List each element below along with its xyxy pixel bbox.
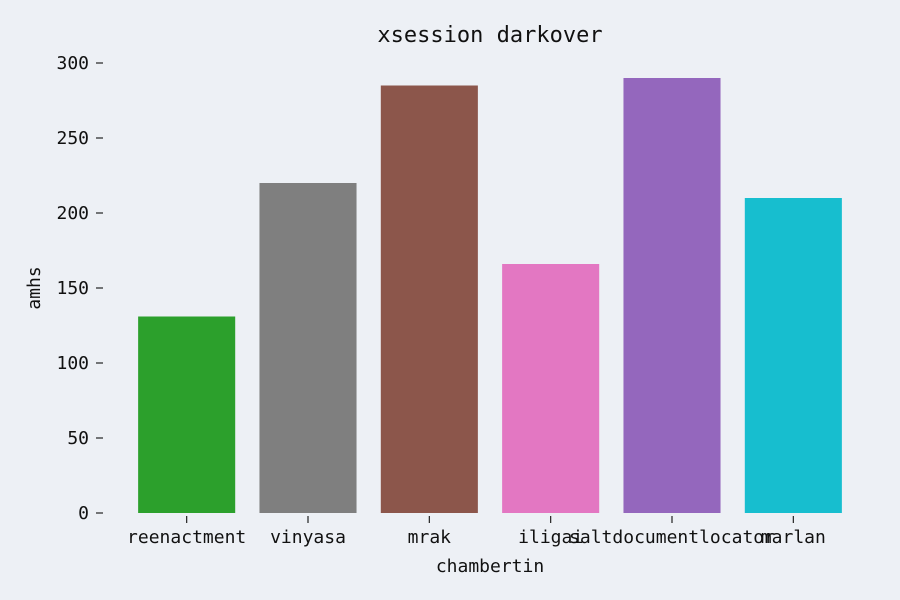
bar-mrak <box>380 85 478 513</box>
y-tick-label: 200 <box>56 203 89 224</box>
y-axis-label: amhs <box>24 266 45 309</box>
bar-vinyasa <box>259 183 357 513</box>
bars <box>138 78 842 513</box>
bar-reenactment <box>138 316 236 513</box>
x-tick-label: saltdocumentlocator <box>569 527 775 548</box>
x-tick-label: iligai <box>518 527 583 548</box>
x-tick-label: mrak <box>408 527 452 548</box>
y-tick-label: 0 <box>78 503 89 524</box>
y-tick-label: 250 <box>56 128 89 149</box>
y-tick-label: 50 <box>67 428 89 449</box>
bar-saltdocumentlocator <box>623 78 721 513</box>
x-tick-label: marlan <box>761 527 826 548</box>
y-tick-label: 300 <box>56 53 89 74</box>
y-axis: 0 50 100 150 200 250 300 <box>56 53 103 524</box>
x-axis: reenactment vinyasa mrak iligaisaltdocument… <box>127 516 826 548</box>
y-tick-label: 150 <box>56 278 89 299</box>
bar-marlan <box>744 198 842 513</box>
chart-title: xsession darkover <box>377 23 602 48</box>
y-tick-label: 100 <box>56 353 89 374</box>
bar-iligai <box>502 264 600 513</box>
x-tick-label: vinyasa <box>270 527 346 548</box>
x-axis-label: chambertin <box>436 556 544 577</box>
x-tick-label: reenactment <box>127 527 246 548</box>
